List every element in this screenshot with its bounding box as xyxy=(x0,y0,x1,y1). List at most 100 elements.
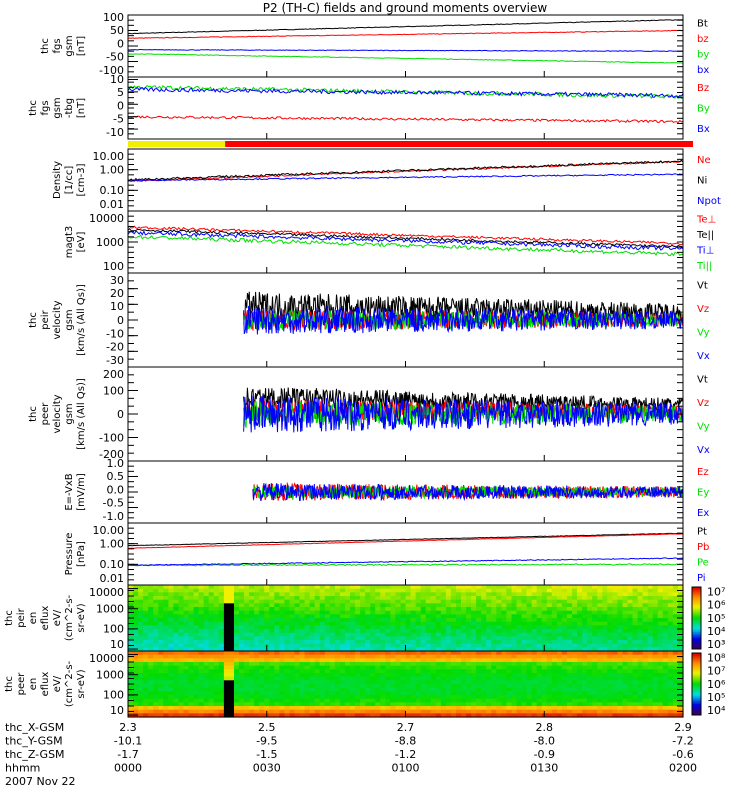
spectrogram-cell xyxy=(360,709,366,714)
spectrogram-cell xyxy=(254,636,260,641)
spectrogram-cell xyxy=(355,636,361,641)
spectrogram-cell xyxy=(400,592,407,597)
spectrogram-cell xyxy=(420,621,427,626)
spectrogram-cell xyxy=(551,665,558,670)
spectrogram-cell xyxy=(435,654,442,659)
spectrogram-cell xyxy=(471,621,477,626)
legend-label: Vt xyxy=(697,280,708,291)
spectrogram-cell xyxy=(329,592,336,597)
spectrogram-cell xyxy=(657,706,664,711)
spectrogram-cell xyxy=(481,709,487,714)
spectrogram-cell xyxy=(541,585,548,590)
spectrogram-cell xyxy=(481,585,487,590)
spectrogram-cell xyxy=(355,588,361,593)
spectrogram-cell xyxy=(556,691,563,696)
spectrogram-cell xyxy=(395,588,401,593)
spectrogram-cell xyxy=(304,636,311,641)
spectrogram-cell xyxy=(501,610,507,615)
spectrogram-cell xyxy=(481,654,487,659)
spectrogram-cell xyxy=(198,610,205,615)
spectrogram-cell xyxy=(314,596,321,601)
spectrogram-cell xyxy=(193,662,200,667)
spectrogram-cell xyxy=(173,665,179,670)
spectrogram-cell xyxy=(587,680,593,685)
spectrogram-cell xyxy=(521,669,528,674)
spectrogram-cell xyxy=(158,651,164,656)
spectrogram-cell xyxy=(481,658,487,663)
spectrogram-cell xyxy=(516,651,523,656)
x-axis-value: 2.5 xyxy=(258,721,276,734)
spectrogram-cell xyxy=(567,625,573,630)
spectrogram-cell xyxy=(213,596,220,601)
spectrogram-cell xyxy=(647,610,654,615)
spectrogram-cell xyxy=(259,706,265,711)
spectrogram-cell xyxy=(264,665,270,670)
spectrogram-cell xyxy=(324,713,331,718)
spectrogram-cell xyxy=(269,662,275,667)
spectrogram-cell xyxy=(425,603,432,608)
spectrogram-cell xyxy=(163,643,169,648)
spectrogram-cell xyxy=(678,706,684,711)
spectrogram-cell xyxy=(531,643,538,648)
spectrogram-cell xyxy=(410,691,417,696)
spectrogram-cell xyxy=(173,709,179,714)
spectrogram-cell xyxy=(138,691,144,696)
spectrogram-cell xyxy=(445,651,452,656)
spectrogram-cell xyxy=(339,603,346,608)
spectrogram-cell xyxy=(289,636,296,641)
spectrogram-cell xyxy=(223,673,230,678)
spectrogram-cell xyxy=(546,713,553,718)
spectrogram-cell xyxy=(254,687,260,692)
spectrogram-cell xyxy=(672,698,679,703)
spectrogram-cell xyxy=(395,640,401,645)
spectrogram-cell xyxy=(133,691,139,696)
y-tick-label: 1.0 xyxy=(107,457,125,470)
spectrogram-cell xyxy=(466,610,472,615)
spectrogram-cell xyxy=(390,643,396,648)
spectrogram-cell xyxy=(516,614,523,619)
spectrogram-cell xyxy=(471,702,477,707)
spectrogram-cell xyxy=(627,621,634,626)
y-axis-label: Density xyxy=(52,161,63,199)
spectrogram-cell xyxy=(476,647,482,652)
spectrogram-cell xyxy=(410,607,417,612)
spectrogram-cell xyxy=(183,654,190,659)
spectrogram-cell xyxy=(582,603,588,608)
spectrogram-cell xyxy=(294,713,301,718)
spectrogram-cell xyxy=(501,669,507,674)
spectrogram-cell xyxy=(198,625,205,630)
spectrogram-cell xyxy=(672,658,679,663)
spectrogram-cell xyxy=(319,640,326,645)
spectrogram-cell xyxy=(516,706,523,711)
spectrogram-cell xyxy=(476,588,482,593)
spectrogram-cell xyxy=(329,618,336,623)
spectrogram-cell xyxy=(652,706,659,711)
spectrogram-cell xyxy=(188,680,195,685)
spectrogram-cell xyxy=(390,702,396,707)
spectrogram-cell xyxy=(627,680,634,685)
spectrogram-cell xyxy=(234,698,240,703)
panel-frame xyxy=(127,460,684,524)
spectrogram-cell xyxy=(521,695,528,700)
legend-label: Bx xyxy=(697,124,710,135)
spectrogram-cell xyxy=(244,684,250,689)
spectrogram-cell xyxy=(360,662,366,667)
colorbar-label: 10⁵ xyxy=(707,612,725,625)
spectrogram-cell xyxy=(198,592,205,597)
spectrogram-cell xyxy=(153,647,159,652)
spectrogram-cell xyxy=(481,691,487,696)
spectrogram-cell xyxy=(158,610,164,615)
spectrogram-cell xyxy=(612,599,618,604)
spectrogram-cell xyxy=(481,643,487,648)
spectrogram-cell xyxy=(642,687,649,692)
spectrogram-cell xyxy=(385,596,391,601)
spectrogram-cell xyxy=(536,654,543,659)
spectrogram-cell xyxy=(506,702,512,707)
y-axis-label: [nT] xyxy=(76,98,87,118)
spectrogram-cell xyxy=(138,706,144,711)
spectrogram-cell xyxy=(208,614,215,619)
spectrogram-cell xyxy=(496,636,502,641)
y-tick-label: 30 xyxy=(110,274,124,287)
spectrogram-cell xyxy=(329,654,336,659)
spectrogram-cell xyxy=(642,669,649,674)
